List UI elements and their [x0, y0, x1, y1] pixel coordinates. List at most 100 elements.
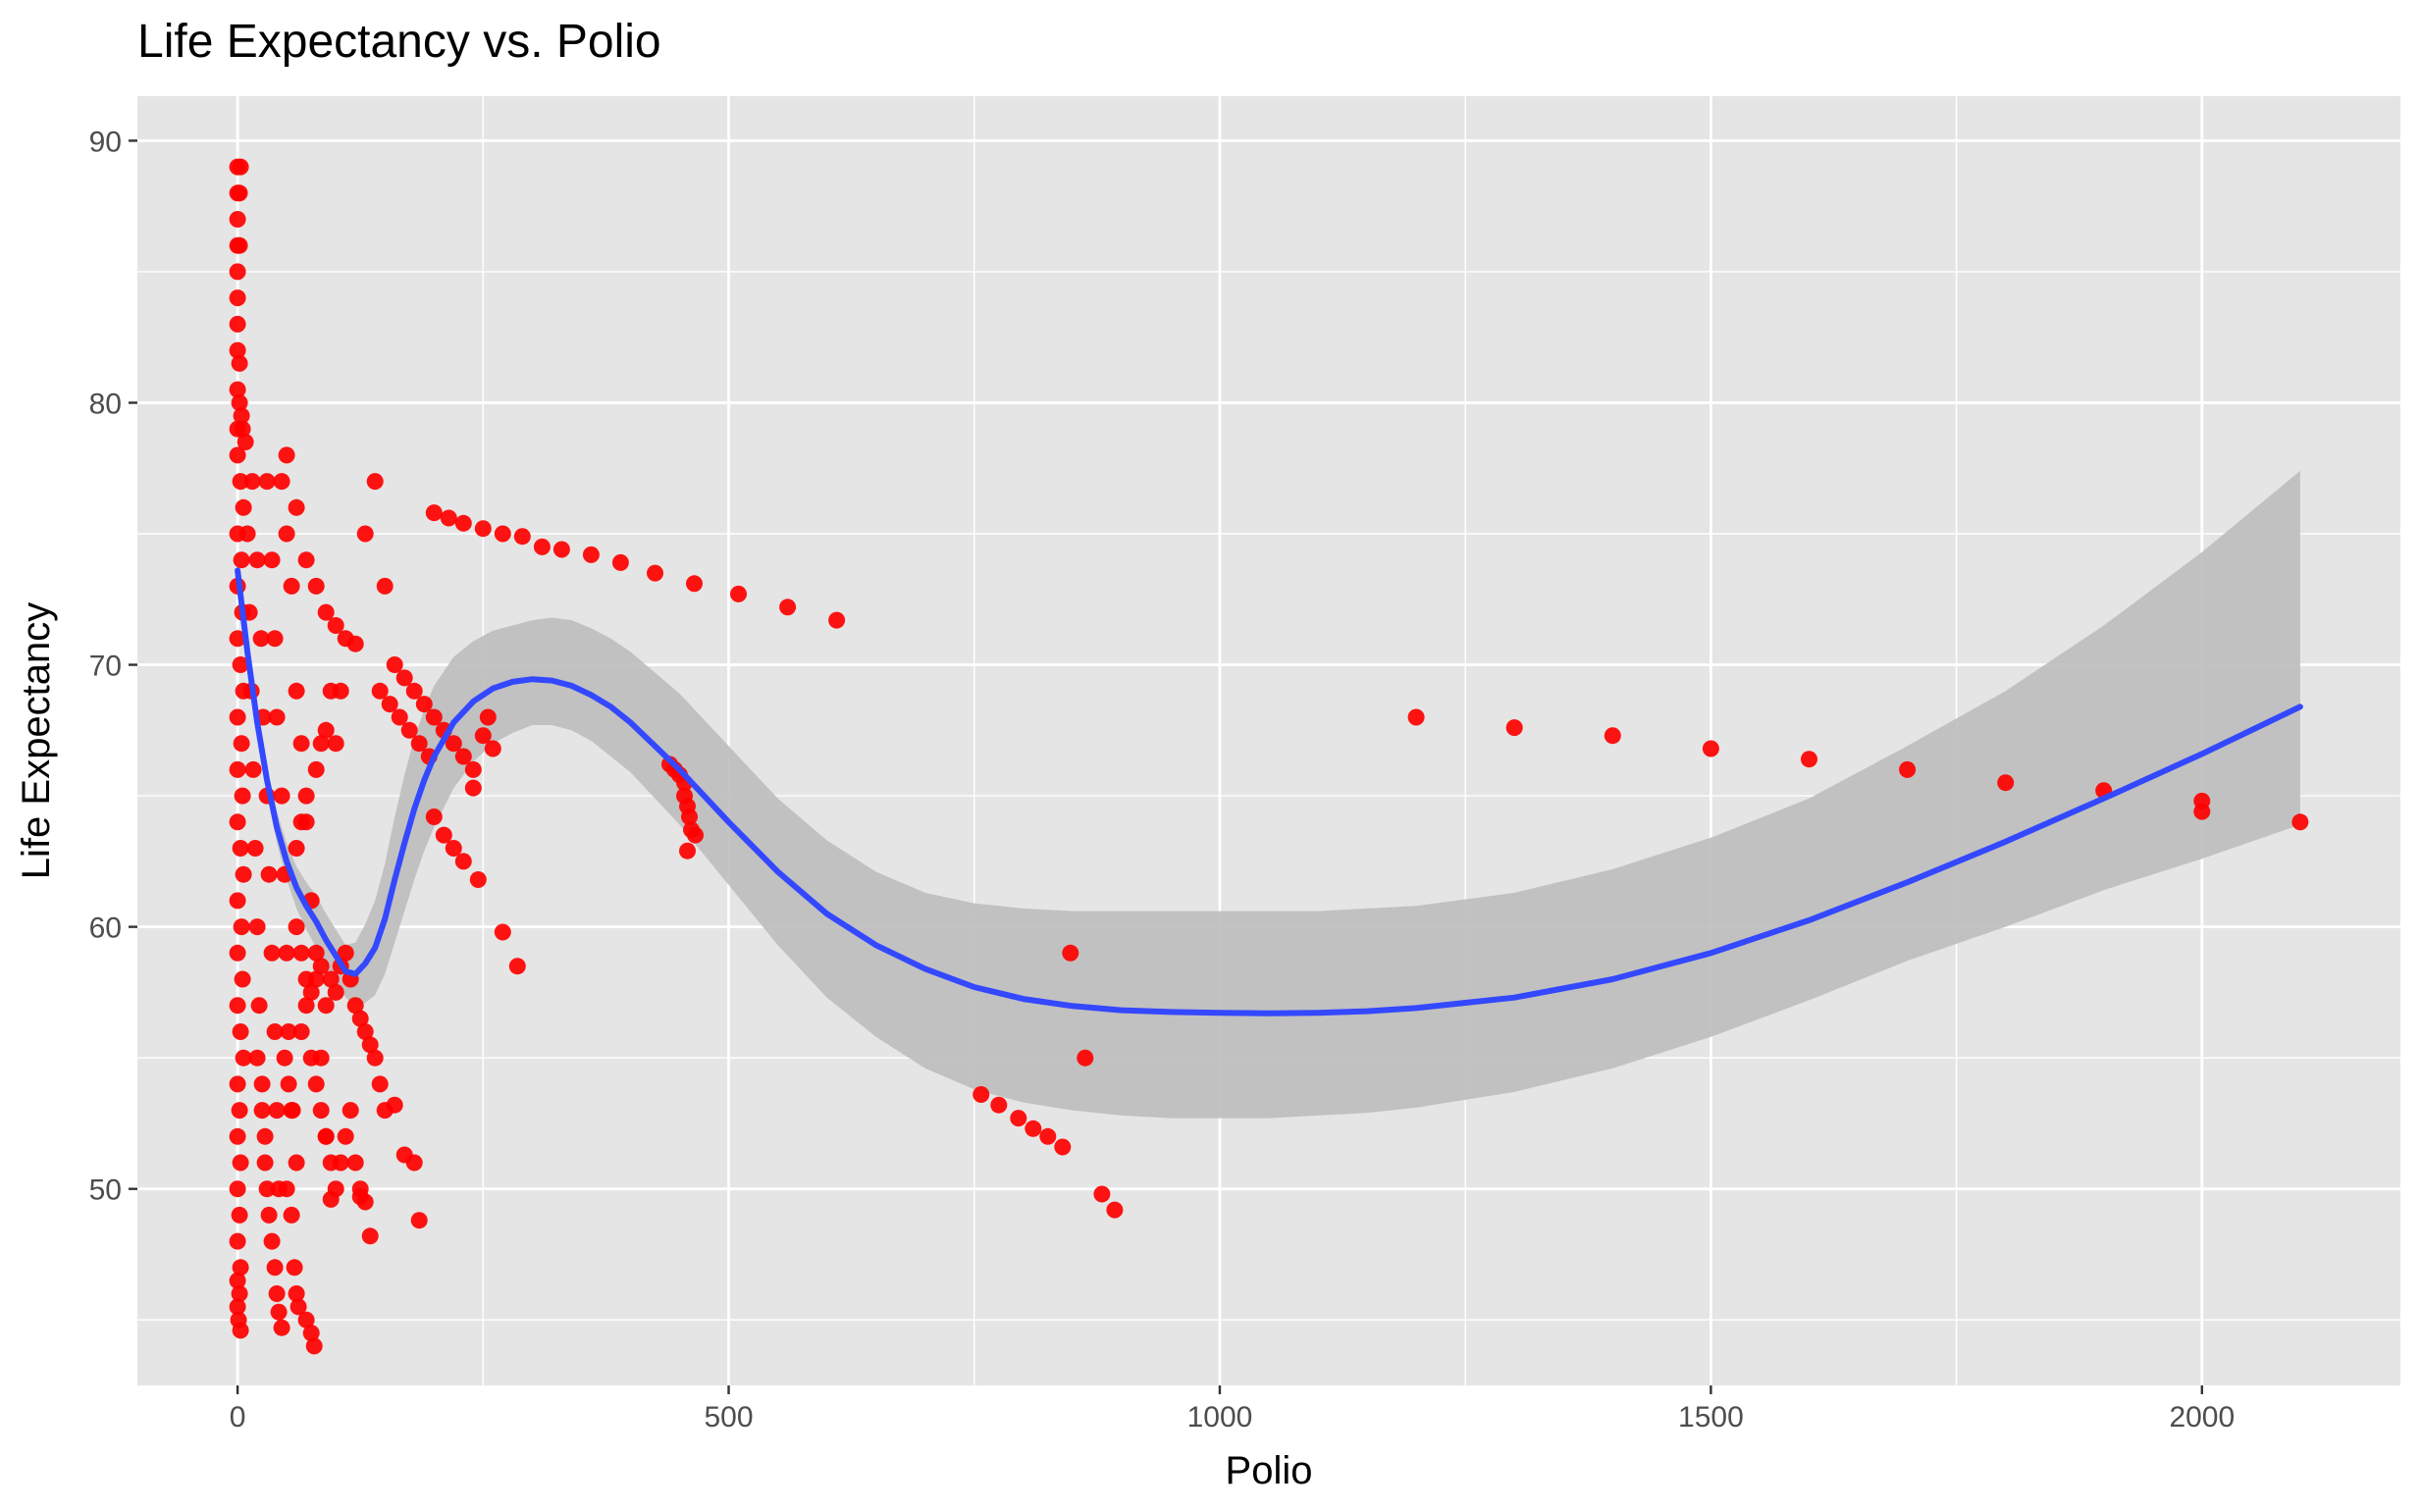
data-point	[260, 1206, 278, 1224]
data-point	[231, 236, 248, 254]
data-point	[268, 1285, 286, 1302]
data-point	[229, 341, 246, 359]
data-point	[386, 1096, 403, 1114]
data-point	[317, 1127, 335, 1145]
data-point	[248, 918, 266, 936]
data-point	[307, 1075, 325, 1093]
data-point	[232, 1259, 249, 1277]
data-point	[292, 944, 310, 962]
data-point	[400, 721, 418, 739]
data-point	[425, 504, 443, 522]
chart-title: Life Expectancy vs. Polio	[137, 16, 661, 68]
data-point	[302, 1049, 320, 1067]
data-point	[376, 577, 394, 595]
data-point	[484, 740, 501, 757]
data-point	[312, 958, 330, 975]
data-point	[405, 682, 423, 700]
data-point	[232, 1322, 249, 1339]
data-point	[234, 420, 251, 438]
data-point	[266, 630, 284, 648]
data-point	[1505, 719, 1523, 737]
y-tick-label: 60	[89, 912, 122, 945]
data-point	[332, 1154, 349, 1172]
data-point	[229, 1272, 246, 1289]
data-point	[263, 944, 281, 962]
data-point	[474, 520, 492, 538]
data-point	[327, 735, 344, 753]
data-point	[268, 1102, 286, 1120]
data-point	[1106, 1201, 1124, 1219]
data-point	[2193, 803, 2211, 820]
x-axis-title: Polio	[1226, 1449, 1313, 1492]
data-point	[973, 1086, 990, 1103]
data-point	[229, 315, 246, 333]
data-point	[1997, 774, 2015, 792]
data-point	[283, 1206, 300, 1224]
y-tick-label: 50	[89, 1174, 122, 1207]
data-point	[366, 473, 384, 491]
data-point	[445, 735, 462, 753]
data-point	[425, 708, 443, 726]
data-point	[346, 997, 364, 1015]
data-point	[233, 407, 250, 425]
x-tick-label: 500	[704, 1401, 753, 1434]
y-axis-ticks: 50 60 70 80 90	[89, 126, 137, 1207]
data-point	[229, 1180, 246, 1198]
data-point	[232, 656, 249, 673]
data-point	[445, 840, 462, 857]
data-point	[582, 546, 600, 563]
data-point	[246, 840, 264, 857]
data-point	[288, 498, 305, 516]
data-point	[479, 708, 497, 726]
data-point	[292, 1023, 310, 1040]
data-point	[292, 813, 310, 831]
data-point	[647, 564, 663, 582]
data-point	[233, 918, 250, 936]
data-point	[405, 1154, 423, 1172]
data-point	[232, 1154, 249, 1172]
data-point	[302, 983, 320, 1001]
data-point	[454, 514, 472, 532]
data-point	[312, 735, 330, 753]
data-point	[231, 354, 248, 372]
data-point	[494, 923, 511, 941]
data-point	[297, 787, 315, 805]
data-point	[346, 1154, 364, 1172]
data-point	[317, 997, 335, 1015]
data-point	[1054, 1138, 1072, 1156]
data-point	[286, 1259, 303, 1277]
y-tick-label: 90	[89, 126, 122, 158]
x-tick-label: 1000	[1187, 1401, 1253, 1434]
data-point	[289, 1298, 307, 1316]
data-point	[288, 918, 305, 936]
x-tick-label: 0	[230, 1401, 246, 1434]
data-point	[232, 473, 249, 491]
data-point	[252, 630, 270, 648]
data-point	[229, 630, 246, 648]
data-point	[284, 1102, 301, 1120]
data-point	[415, 696, 433, 713]
data-point	[611, 553, 629, 571]
data-point	[234, 787, 251, 805]
data-point	[337, 944, 354, 962]
data-point	[258, 1180, 276, 1198]
data-point	[307, 944, 325, 962]
data-point	[990, 1096, 1008, 1114]
data-point	[681, 808, 698, 825]
data-point	[1702, 740, 1719, 757]
data-point	[366, 1049, 384, 1067]
x-axis-ticks: 0 500 1000 1500 2000	[230, 1385, 2235, 1434]
data-point	[229, 892, 246, 910]
data-point	[1899, 760, 1917, 778]
confidence-band	[237, 470, 2300, 1119]
data-point	[327, 1180, 344, 1198]
data-point	[232, 158, 249, 176]
data-point	[391, 708, 408, 726]
data-point	[229, 263, 246, 281]
y-tick-label: 70	[89, 651, 122, 683]
data-point	[231, 394, 248, 411]
data-point	[307, 760, 325, 778]
data-point	[533, 538, 551, 555]
data-point	[273, 1319, 290, 1336]
